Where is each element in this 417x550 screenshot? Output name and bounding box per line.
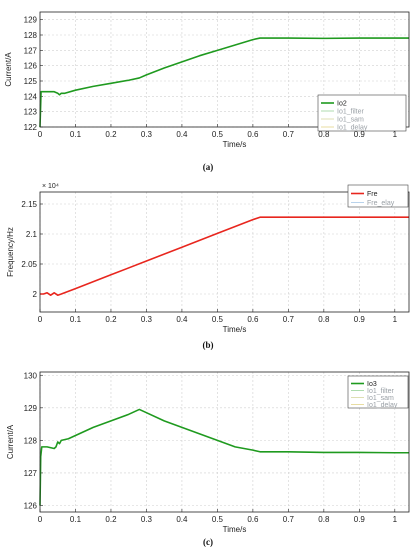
x-tick-label: 0 [38,315,43,324]
x-tick-label: 0.9 [354,315,366,324]
legend-box [347,184,409,208]
plot-frame [39,371,410,513]
legend-label: Io1_filter [367,388,395,395]
plot-background [40,192,409,312]
x-tick-label: 0.2 [105,130,117,139]
x-tick-label: 0.5 [212,315,224,324]
y-tick-label: 122 [24,123,38,132]
x-tick-label: 0.7 [283,130,295,139]
figure-caption: (b) [203,340,214,350]
y-tick-label: 129 [24,404,38,413]
x-tick-label: 0.9 [354,130,366,139]
y-tick-label: 2.05 [21,260,37,269]
y-axis-multiplier: × 10⁴ [42,183,59,190]
y-tick-label: 128 [24,436,38,445]
legend-box [347,375,409,409]
y-tick-label: 126 [24,62,38,71]
x-tick-label: 0.5 [212,130,224,139]
legend-label: Fre [367,191,378,198]
chart-panel-3: 0 0.1 0.2 0.3 0.4 0.5 0.6 0.7 0.8 0.9 1 126 127 128 12… [6,371,410,547]
y-tick-label: 127 [24,469,38,478]
legend-label: Fre_elay [367,200,395,207]
legend-label: Io2 [337,101,347,108]
y-tick-label: 126 [24,501,38,510]
x-tick-label: 1 [393,315,398,324]
x-tick-label: 0.7 [283,315,295,324]
y-tick-label: 128 [24,31,38,40]
x-tick-label: 0.3 [141,315,153,324]
x-axis-label: Time/s [223,525,247,534]
chart-panel-1: 0 0.1 0.2 0.3 0.4 0.5 0.6 0.7 0.8 0.9 1 122 123 124 12… [4,11,410,172]
y-axis-label: Frequency/Hz [6,227,15,277]
y-tick-label: 2.15 [21,200,37,209]
x-tick-label: 0.6 [247,315,259,324]
y-tick-label: 2.1 [26,230,38,239]
legend-label: Io1_delay [367,402,398,409]
x-tick-label: 0.8 [318,315,330,324]
legend-label: Io3 [367,381,377,388]
x-tick-label: 0.6 [247,515,259,524]
y-axis-label: Current/A [4,52,13,87]
series-line-fre [40,216,409,296]
plot-frame [39,191,410,313]
x-axis-label: Time/s [223,140,247,149]
x-tick-label: 0.3 [141,515,153,524]
x-tick-label: 0.3 [141,130,153,139]
legend-label: Io1_sam [367,395,394,402]
legend-label: Io1_filter [337,109,365,116]
x-tick-label: 0.4 [176,315,188,324]
y-tick-label: 124 [24,92,38,101]
figure-caption: (c) [203,537,213,547]
x-tick-label: 0.9 [354,515,366,524]
chart-panel-2: 0 0.1 0.2 0.3 0.4 0.5 0.6 0.7 0.8 0.9 1 2 2.05 2.1 2.1… [6,183,410,350]
legend-label: Io1_delay [337,125,368,132]
x-tick-label: 0.7 [283,515,295,524]
x-tick-label: 1 [393,515,398,524]
x-tick-label: 0.2 [105,515,117,524]
x-tick-label: 0 [38,130,43,139]
x-tick-label: 0.4 [176,515,188,524]
x-tick-label: 0.8 [318,515,330,524]
y-tick-label: 2 [33,290,38,299]
x-tick-label: 0.1 [70,315,82,324]
x-tick-label: 0.8 [318,130,330,139]
x-tick-label: 0.2 [105,315,117,324]
y-tick-label: 123 [24,108,38,117]
legend-box [317,94,407,132]
x-axis-label: Time/s [223,325,247,334]
x-tick-label: 0.4 [176,130,188,139]
x-tick-label: 0 [38,515,43,524]
plot-frame [39,11,410,128]
figure-caption: (a) [203,162,214,172]
x-tick-label: 0.5 [212,515,224,524]
y-axis-label: Current/A [6,424,15,459]
x-tick-label: 1 [393,130,398,139]
y-tick-label: 127 [24,46,38,55]
y-tick-label: 125 [24,77,38,86]
x-tick-label: 0.6 [247,130,259,139]
plot-background [40,372,409,512]
y-tick-label: 130 [24,371,38,380]
series-line-io3 [39,408,409,506]
y-tick-label: 129 [24,16,38,25]
x-tick-label: 0.1 [70,130,82,139]
legend-label: Io1_sam [337,117,364,124]
x-tick-label: 0.1 [70,515,82,524]
series-line-io2 [39,37,409,128]
